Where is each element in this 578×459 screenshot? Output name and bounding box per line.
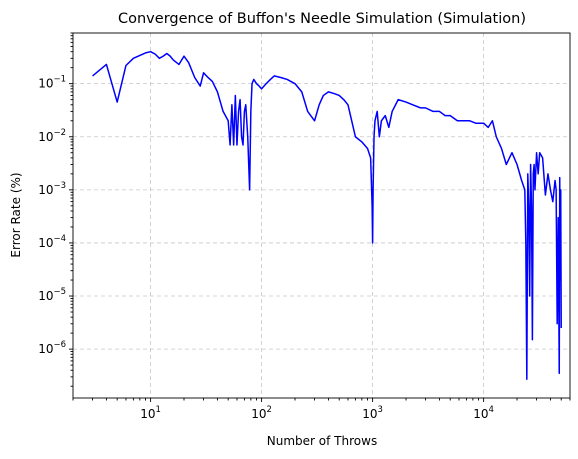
series-line-0	[92, 50, 562, 381]
grid-lines	[73, 33, 570, 398]
y-tick-label: 10−6	[38, 340, 66, 356]
series-layer	[92, 50, 562, 381]
y-tick-label: 10−1	[38, 75, 66, 91]
x-axis-label: Number of Throws	[267, 434, 377, 448]
axis-ticks: 101 102 103 104 10−6 10−5 10−4 10−3 10−2 10−1	[38, 32, 571, 421]
x-tick-label: 101	[140, 405, 161, 421]
y-tick-label: 10−3	[38, 181, 66, 197]
x-tick-label: 103	[362, 405, 383, 421]
y-tick-label: 10−4	[38, 234, 66, 250]
x-tick-label: 102	[251, 405, 272, 421]
x-tick-label: 104	[473, 405, 494, 421]
plot-frame	[72, 32, 571, 399]
chart-title: Convergence of Buffon's Needle Simulatio…	[118, 11, 526, 27]
y-tick-label: 10−5	[38, 287, 66, 303]
y-tick-label: 10−2	[38, 128, 66, 144]
y-axis-label: Error Rate (%)	[9, 172, 23, 257]
